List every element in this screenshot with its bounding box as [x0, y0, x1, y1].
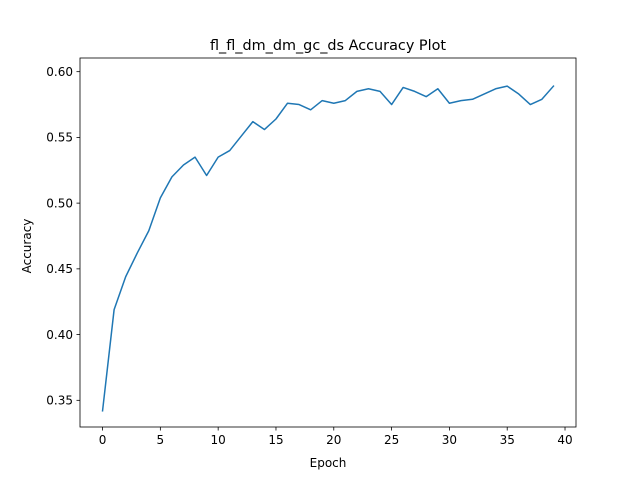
x-tick-label: 0 — [99, 433, 107, 447]
x-tick-label: 40 — [557, 433, 572, 447]
x-tick-label: 5 — [157, 433, 165, 447]
axes-frame — [79, 57, 577, 428]
y-tick-label: 0.45 — [46, 262, 73, 276]
y-tick-label: 0.35 — [46, 394, 73, 408]
y-axis-label: Accuracy — [20, 219, 34, 274]
y-tick-label: 0.50 — [46, 196, 73, 210]
series-line — [101, 85, 555, 412]
x-axis-label: Epoch — [310, 456, 347, 470]
y-tick-label: 0.60 — [46, 65, 73, 79]
y-tick-label: 0.55 — [46, 131, 73, 145]
x-tick-label: 30 — [442, 433, 457, 447]
x-tick-label: 35 — [500, 433, 515, 447]
x-tick-label: 10 — [211, 433, 226, 447]
x-tick-label: 15 — [268, 433, 283, 447]
x-tick-label: 20 — [326, 433, 341, 447]
chart-title: fl_fl_dm_dm_gc_ds Accuracy Plot — [210, 38, 446, 54]
x-tick-label: 25 — [384, 433, 399, 447]
plot-area: 0 5 10 15 20 25 30 35 40 0.35 0.40 0.45 0.50 0.55 0.60 — [46, 57, 577, 447]
y-tick-label: 0.40 — [46, 328, 73, 342]
